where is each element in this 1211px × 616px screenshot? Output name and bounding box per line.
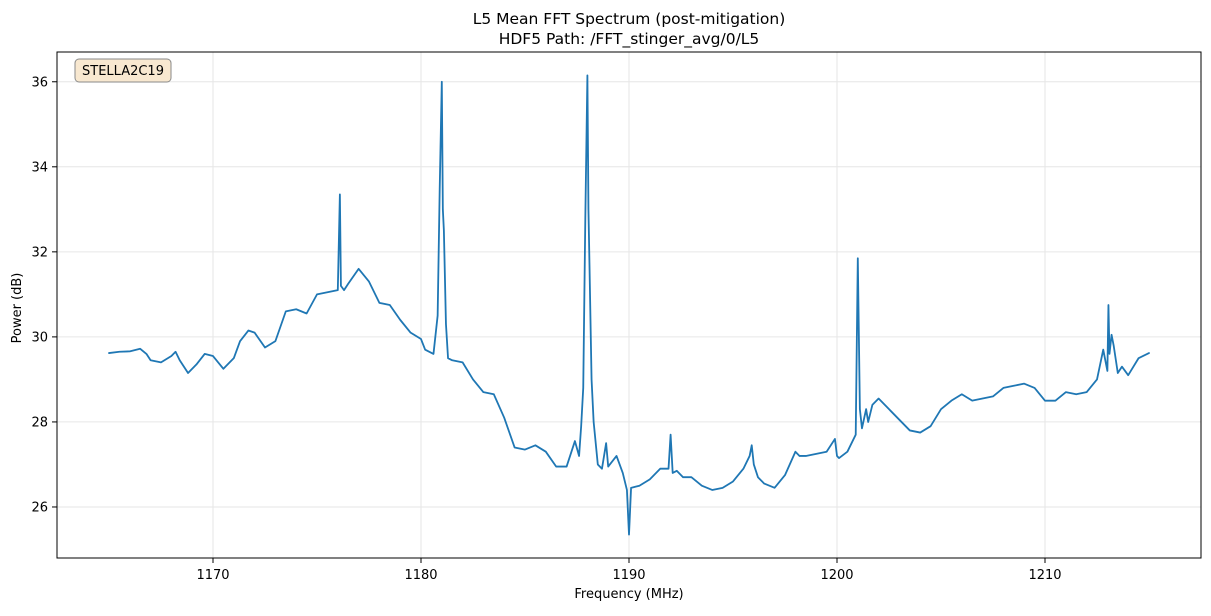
chart-subtitle: HDF5 Path: /FFT_stinger_avg/0/L5: [499, 30, 760, 49]
x-axis-label: Frequency (MHz): [574, 587, 683, 602]
x-tick-label: 1200: [820, 568, 853, 583]
y-tick-label: 36: [31, 75, 48, 90]
y-tick-label: 28: [31, 415, 48, 430]
series-line: [108, 74, 1150, 536]
annotation-box-background: [74, 58, 172, 83]
y-axis-label: Power (dB): [10, 273, 25, 344]
x-tick-label: 1190: [612, 568, 645, 583]
series-layer: [108, 74, 1150, 536]
x-tick-label: 1180: [404, 568, 437, 583]
tick-layer: 1170 1180 1190 1200 1210 26 28 30 32 34 36: [31, 75, 1061, 583]
y-tick-label: 32: [31, 245, 48, 260]
grid: [57, 52, 1201, 558]
y-tick-label: 34: [31, 160, 48, 175]
y-tick-label: 26: [31, 500, 48, 515]
chart-title: L5 Mean FFT Spectrum (post-mitigation): [473, 10, 786, 28]
x-tick-label: 1210: [1028, 568, 1061, 583]
annotation-box: STELLA2C19: [74, 58, 172, 83]
annotation-text: STELLA2C19: [82, 64, 164, 79]
x-tick-label: 1170: [196, 568, 229, 583]
y-tick-label: 30: [31, 330, 48, 345]
